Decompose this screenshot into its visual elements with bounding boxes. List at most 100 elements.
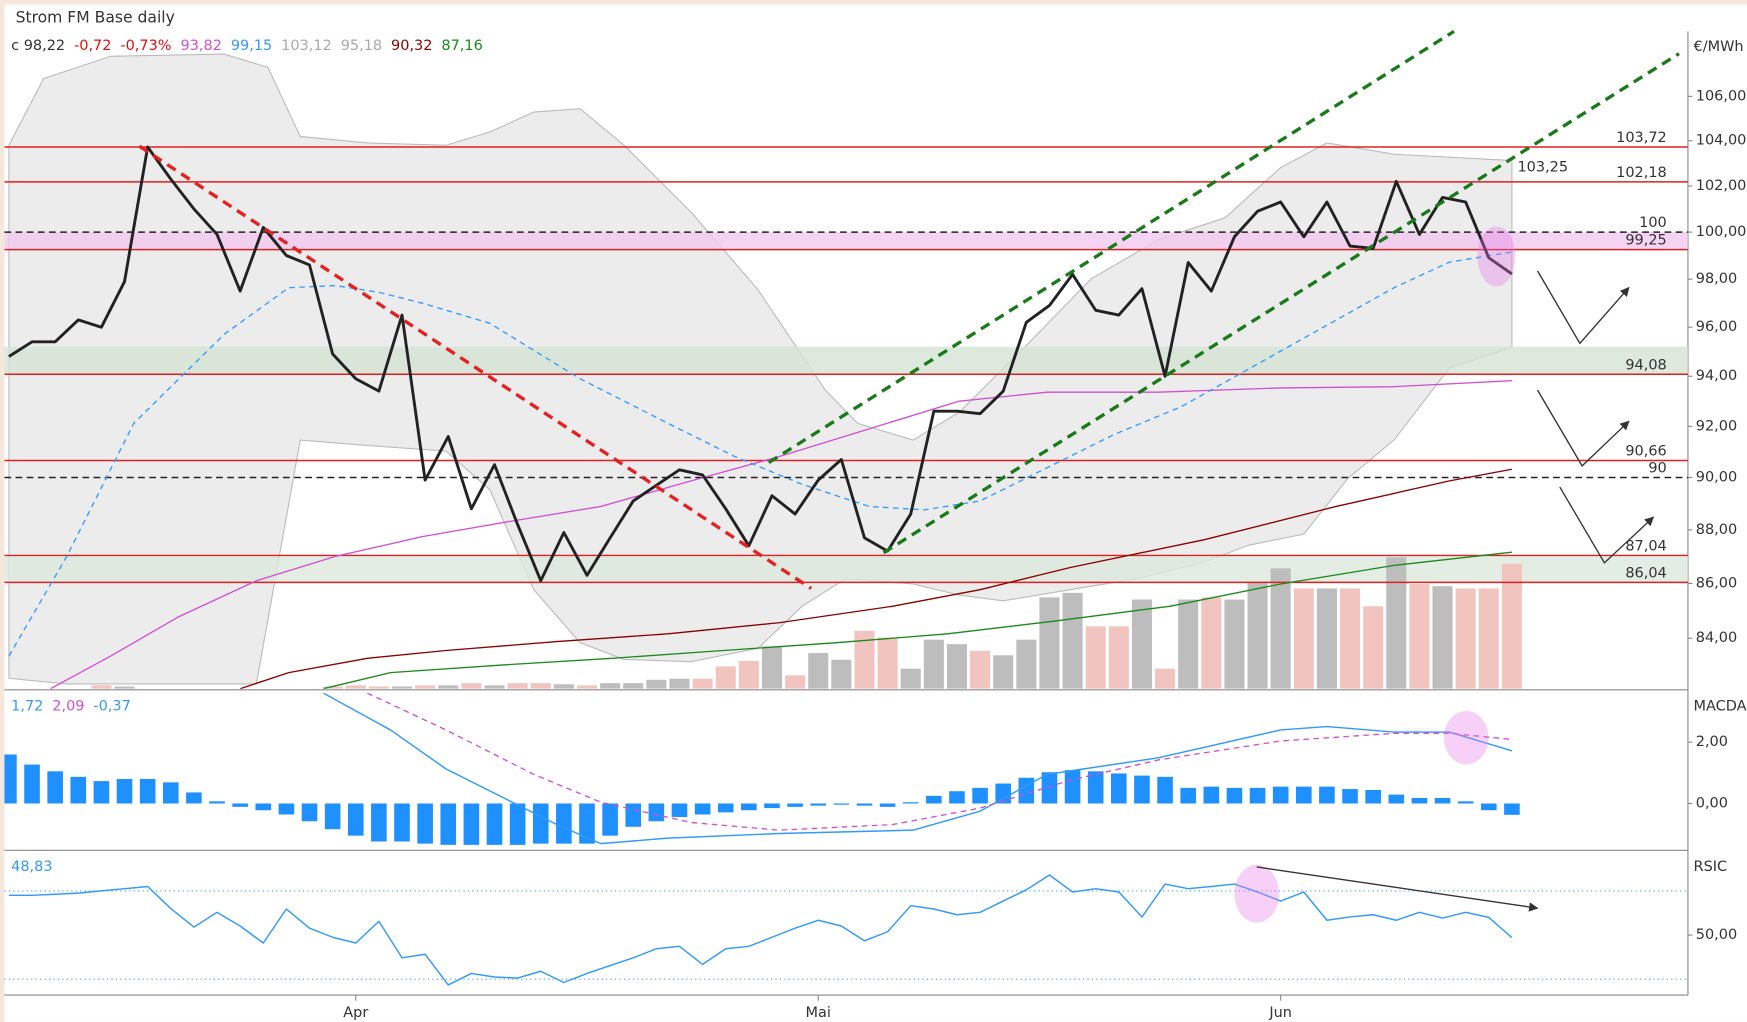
volume-bar xyxy=(646,679,667,689)
volume-bar xyxy=(1316,588,1337,689)
legend-entry: -0,37 xyxy=(93,699,130,715)
macd-bar xyxy=(1296,786,1312,804)
y-tick-label: 104,00 xyxy=(1696,133,1747,149)
scenario-arrow xyxy=(1559,486,1655,564)
volume-bar xyxy=(808,653,829,689)
volume-bar xyxy=(1455,588,1476,689)
legend-entry: 99,15 xyxy=(231,38,272,54)
macd-bar xyxy=(1319,786,1335,804)
volume-bar xyxy=(91,685,112,689)
volume-bar xyxy=(391,686,413,689)
volume-bar xyxy=(368,686,389,689)
trend-line xyxy=(138,144,813,590)
volume-bar xyxy=(1155,668,1176,689)
volume-bar xyxy=(831,659,852,689)
volume-bar xyxy=(1062,592,1083,689)
panel-unit: RSIC xyxy=(1694,859,1728,875)
volume-bar xyxy=(761,646,783,689)
volume-bar xyxy=(1340,588,1361,689)
y-tick-label: 96,00 xyxy=(1696,319,1737,335)
macd-bar xyxy=(278,803,295,815)
series-line xyxy=(367,693,1512,831)
volume-bar xyxy=(923,639,944,689)
legend-entry: 48,83 xyxy=(11,859,52,875)
macd-bar xyxy=(602,803,618,836)
series-line xyxy=(8,874,1513,986)
volume-bar xyxy=(946,644,967,689)
y-tick-label: 0,00 xyxy=(1696,795,1728,811)
highlight xyxy=(1234,864,1280,923)
legend-entry: 87,16 xyxy=(441,38,482,54)
scenario-arrow xyxy=(1536,270,1630,345)
volume-bar xyxy=(669,678,690,689)
macd-bar xyxy=(787,803,803,807)
volume-bar xyxy=(1293,588,1314,689)
macd-bar xyxy=(116,778,133,804)
y-tick-label: 84,00 xyxy=(1696,630,1737,646)
volume-bar xyxy=(877,637,898,689)
macd-bar xyxy=(1365,790,1381,804)
panel-legend: 48,83 xyxy=(11,859,52,875)
volume-bar xyxy=(322,686,343,689)
series-line xyxy=(50,380,1512,689)
series-line xyxy=(8,251,1513,657)
macd-bar xyxy=(879,803,896,807)
volume-bar xyxy=(1085,626,1106,689)
macd-bar xyxy=(162,782,179,804)
macd-bar xyxy=(1249,787,1266,804)
macd-bar xyxy=(1064,770,1081,804)
volume-bar xyxy=(1386,557,1407,689)
volume-bar xyxy=(1016,639,1037,689)
highlight xyxy=(1443,710,1489,765)
volume-bar xyxy=(438,685,459,689)
zone xyxy=(4,232,1688,250)
macd-bar xyxy=(301,803,318,822)
level-label: 102,18 xyxy=(1616,165,1667,181)
macd-bar xyxy=(324,803,341,830)
level-label: 103,72 xyxy=(1616,130,1667,146)
legend-entry: 95,18 xyxy=(341,38,382,54)
macd-bar xyxy=(556,803,572,844)
macd-bar xyxy=(1457,801,1474,804)
panel xyxy=(4,693,1520,845)
y-tick-label: 92,00 xyxy=(1696,418,1737,434)
level-label: 87,04 xyxy=(1625,539,1666,555)
annotation: 103,25 xyxy=(1517,159,1568,175)
macd-bar xyxy=(532,803,549,844)
macd-bar xyxy=(186,792,202,804)
macd-bar xyxy=(440,803,457,845)
y-tick-label: 102,00 xyxy=(1696,178,1747,194)
macd-bar xyxy=(717,803,734,813)
legend-entry: 103,12 xyxy=(281,38,332,54)
macd-bar xyxy=(463,803,480,845)
macd-bar xyxy=(1342,789,1358,804)
volume-bar xyxy=(576,685,598,689)
macd-bar xyxy=(1434,797,1451,804)
macd-bar xyxy=(70,776,87,804)
volume-bar xyxy=(900,668,921,689)
macd-bar xyxy=(764,803,780,809)
highlight xyxy=(1477,226,1516,287)
macd-bar xyxy=(417,803,433,844)
y-tick-label: 98,00 xyxy=(1696,271,1737,287)
macd-bar xyxy=(486,803,503,845)
macd-bar xyxy=(972,787,988,804)
volume-bar xyxy=(1432,586,1453,689)
y-tick-label: 86,00 xyxy=(1696,575,1737,591)
macd-bar xyxy=(1180,787,1196,804)
macd-bar xyxy=(232,803,248,807)
macd-bar xyxy=(926,795,942,804)
macd-bar xyxy=(648,803,665,822)
macd-bar xyxy=(24,764,40,804)
macd-bar xyxy=(1504,803,1520,815)
legend-entry: 93,82 xyxy=(180,38,221,54)
level-label: 90,66 xyxy=(1625,444,1666,460)
panel xyxy=(4,53,1688,689)
x-tick-label: Jun xyxy=(1268,1005,1292,1021)
level-label: 94,08 xyxy=(1625,357,1666,373)
volume-bar xyxy=(1501,563,1522,689)
macd-bar xyxy=(856,803,873,806)
macd-bar xyxy=(995,783,1012,804)
macd-bar xyxy=(671,803,688,817)
